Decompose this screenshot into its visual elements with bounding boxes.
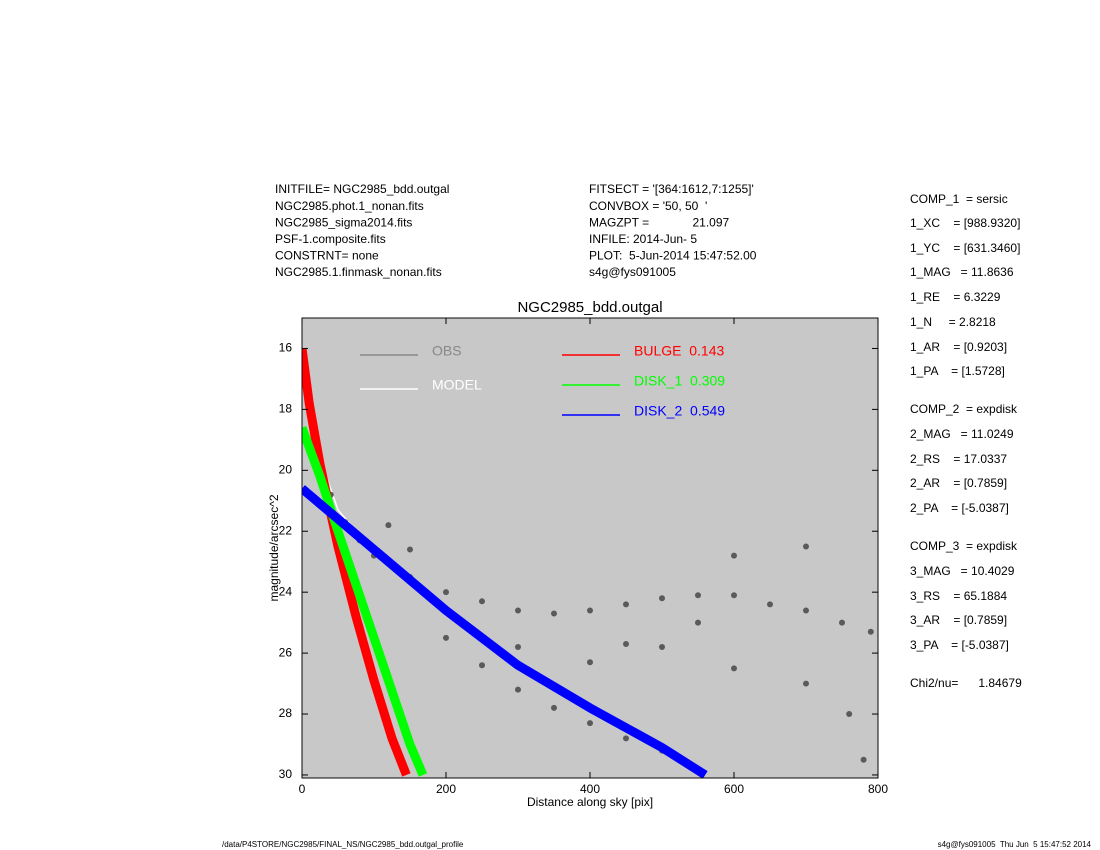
obs-point <box>846 711 853 718</box>
parameter: 1_RE = 6.3229 <box>910 290 1001 304</box>
x-tick-label: 800 <box>868 782 888 796</box>
obs-point <box>479 662 485 669</box>
header-left-line: NGC2985.phot.1_nonan.fits <box>275 199 424 213</box>
model-band <box>302 485 708 778</box>
header-middle-line: CONVBOX = '50, 50 ' <box>589 199 707 213</box>
header-middle-line: INFILE: 2014-Jun- 5 <box>589 232 697 246</box>
y-tick-label: 28 <box>279 706 293 720</box>
parameter: 3_MAG = 10.4029 <box>910 564 1015 578</box>
obs-point <box>551 704 557 711</box>
obs-point <box>443 589 449 596</box>
x-tick-label: 400 <box>580 782 600 796</box>
obs-point <box>695 619 701 626</box>
obs-point <box>623 735 629 742</box>
parameter: 3_AR = [0.7859] <box>910 613 1007 627</box>
obs-point <box>587 607 593 614</box>
y-tick-label: 16 <box>279 341 293 355</box>
parameter: 2_RS = 17.0337 <box>910 452 1007 466</box>
legend-label: DISK_1 0.309 <box>634 373 725 389</box>
x-tick-label: 0 <box>299 782 306 796</box>
footer-left: /data/P4STORE/NGC2985/FINAL_NS/NGC2985_b… <box>222 840 464 849</box>
parameter: 2_MAG = 11.0249 <box>910 427 1014 441</box>
obs-point <box>407 546 413 553</box>
obs-point <box>767 601 773 608</box>
obs-point <box>515 686 521 693</box>
header-left-line: NGC2985_sigma2014.fits <box>275 215 412 229</box>
obs-point <box>659 595 665 602</box>
plot-content <box>302 347 874 778</box>
obs-point <box>385 522 392 529</box>
parameter: COMP_1 = sersic <box>910 192 1008 206</box>
obs-point <box>587 659 593 666</box>
obs-point <box>803 607 809 614</box>
y-axis-label: magnitude/arcsec^2 <box>267 494 281 601</box>
chart-title: NGC2985_bdd.outgal <box>517 299 662 316</box>
y-tick-label: 18 <box>279 402 293 416</box>
header-middle-line: MAGZPT = 21.097 <box>589 215 729 229</box>
obs-point <box>860 756 867 763</box>
obs-point <box>731 665 737 672</box>
obs-point <box>867 628 874 635</box>
header-left-line: NGC2985.1.finmask_nonan.fits <box>275 265 442 279</box>
parameter: 1_N = 2.8218 <box>910 315 996 329</box>
parameter: 2_AR = [0.7859] <box>910 476 1007 490</box>
model-band <box>302 347 411 777</box>
parameter: 3_RS = 65.1884 <box>910 589 1007 603</box>
y-tick-label: 20 <box>279 462 293 476</box>
y-tick-label: 24 <box>279 584 293 598</box>
obs-point <box>623 601 629 608</box>
legend-label: DISK_2 0.549 <box>634 403 725 419</box>
parameter: 1_YC = [631.3460] <box>910 241 1020 255</box>
obs-point <box>479 598 485 605</box>
header-middle-line: s4g@fys091005 <box>589 265 676 279</box>
obs-point <box>803 543 809 550</box>
x-tick-label: 600 <box>724 782 744 796</box>
y-tick-label: 30 <box>279 767 293 781</box>
parameter: 1_PA = [1.5728] <box>910 364 1005 378</box>
header-left-line: CONSTRNT= none <box>275 249 379 263</box>
obs-point <box>587 720 593 727</box>
parameter: COMP_3 = expdisk <box>910 539 1018 553</box>
obs-point <box>659 644 665 651</box>
x-tick-label: 200 <box>436 782 456 796</box>
obs-point <box>443 634 449 641</box>
parameter: 1_AR = [0.9203] <box>910 340 1007 354</box>
y-tick-label: 22 <box>279 523 293 537</box>
legend-label: MODEL <box>432 377 482 393</box>
obs-point <box>695 592 701 599</box>
model-band <box>302 426 428 777</box>
obs-point <box>803 680 809 687</box>
parameter: COMP_2 = expdisk <box>910 402 1018 416</box>
obs-point <box>551 610 557 617</box>
parameter: 2_PA = [-5.0387] <box>910 501 1009 515</box>
legend-label: BULGE 0.143 <box>634 343 724 359</box>
header-middle-line: FITSECT = '[364:1612,7:1255]' <box>589 182 754 196</box>
parameter: 1_MAG = 11.8636 <box>910 265 1014 279</box>
header-left-line: PSF-1.composite.fits <box>275 232 386 246</box>
parameter: Chi2/nu= 1.84679 <box>910 676 1022 690</box>
parameter: 3_PA = [-5.0387] <box>910 638 1009 652</box>
obs-point <box>623 640 629 647</box>
obs-point <box>731 552 737 559</box>
header-left-line: INITFILE= NGC2985_bdd.outgal <box>275 182 449 196</box>
header-middle-line: PLOT: 5-Jun-2014 15:47:52.00 <box>589 249 757 263</box>
footer-right: s4g@fys091005 Thu Jun 5 15:47:52 2014 <box>938 840 1092 849</box>
obs-point <box>731 592 737 599</box>
obs-point <box>515 644 521 651</box>
parameter: 1_XC = [988.9320] <box>910 216 1020 230</box>
x-axis-label: Distance along sky [pix] <box>527 795 653 809</box>
obs-point <box>515 607 521 614</box>
obs-point <box>839 619 845 626</box>
legend-label: OBS <box>432 343 462 359</box>
y-tick-label: 26 <box>279 645 293 659</box>
